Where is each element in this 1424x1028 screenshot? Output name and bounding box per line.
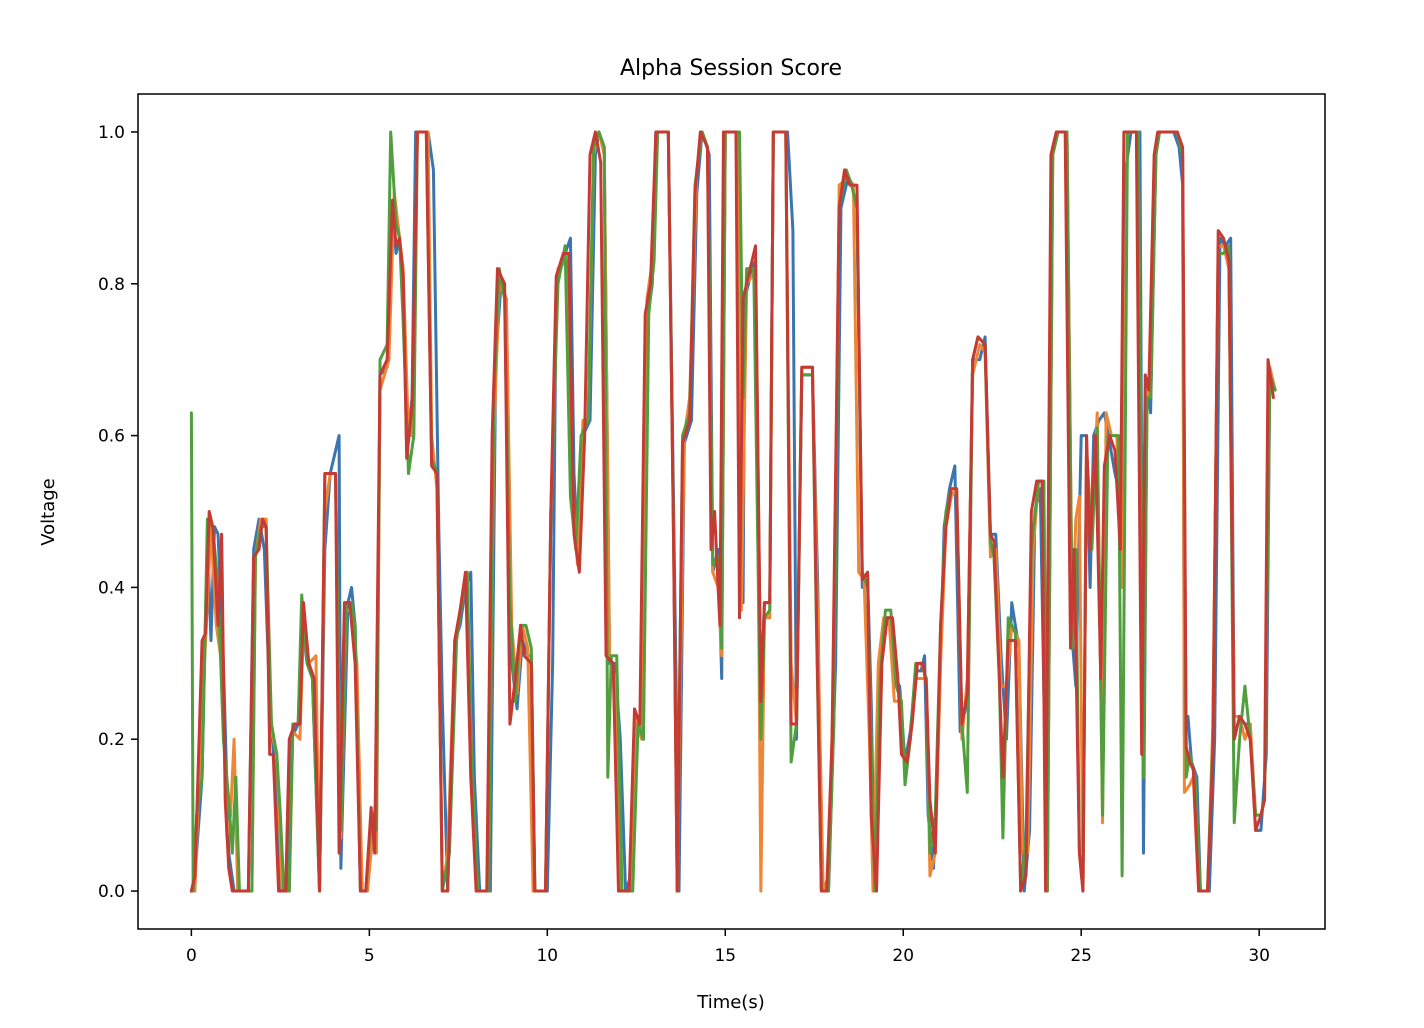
x-axis-label: Time(s)	[696, 992, 764, 1013]
y-tick-label: 0.8	[98, 275, 125, 295]
x-tick-label: 0	[186, 946, 197, 966]
x-tick-label: 30	[1248, 946, 1270, 966]
y-tick-label: 0.6	[98, 427, 125, 447]
y-tick-label: 0.4	[98, 578, 125, 598]
y-axis-label: Voltage	[38, 478, 59, 546]
plot-frame	[137, 93, 1326, 930]
series-layer	[189, 130, 1277, 893]
y-tick-label: 1.0	[98, 123, 125, 143]
x-tick-label: 25	[1070, 946, 1092, 966]
x-tick-label: 10	[536, 946, 558, 966]
x-tick-label: 15	[714, 946, 736, 966]
x-axis: 0 5 10 15 20 25 30	[186, 929, 1270, 966]
y-axis: 0.0 0.2 0.4 0.6 0.8 1.0	[98, 123, 138, 902]
x-tick-label: 5	[364, 946, 375, 966]
x-tick-label: 20	[892, 946, 914, 966]
series-line-4	[189, 130, 1275, 893]
y-tick-label: 0.0	[98, 882, 125, 902]
y-tick-label: 0.2	[98, 730, 125, 750]
chart-title: Alpha Session Score	[620, 56, 842, 81]
